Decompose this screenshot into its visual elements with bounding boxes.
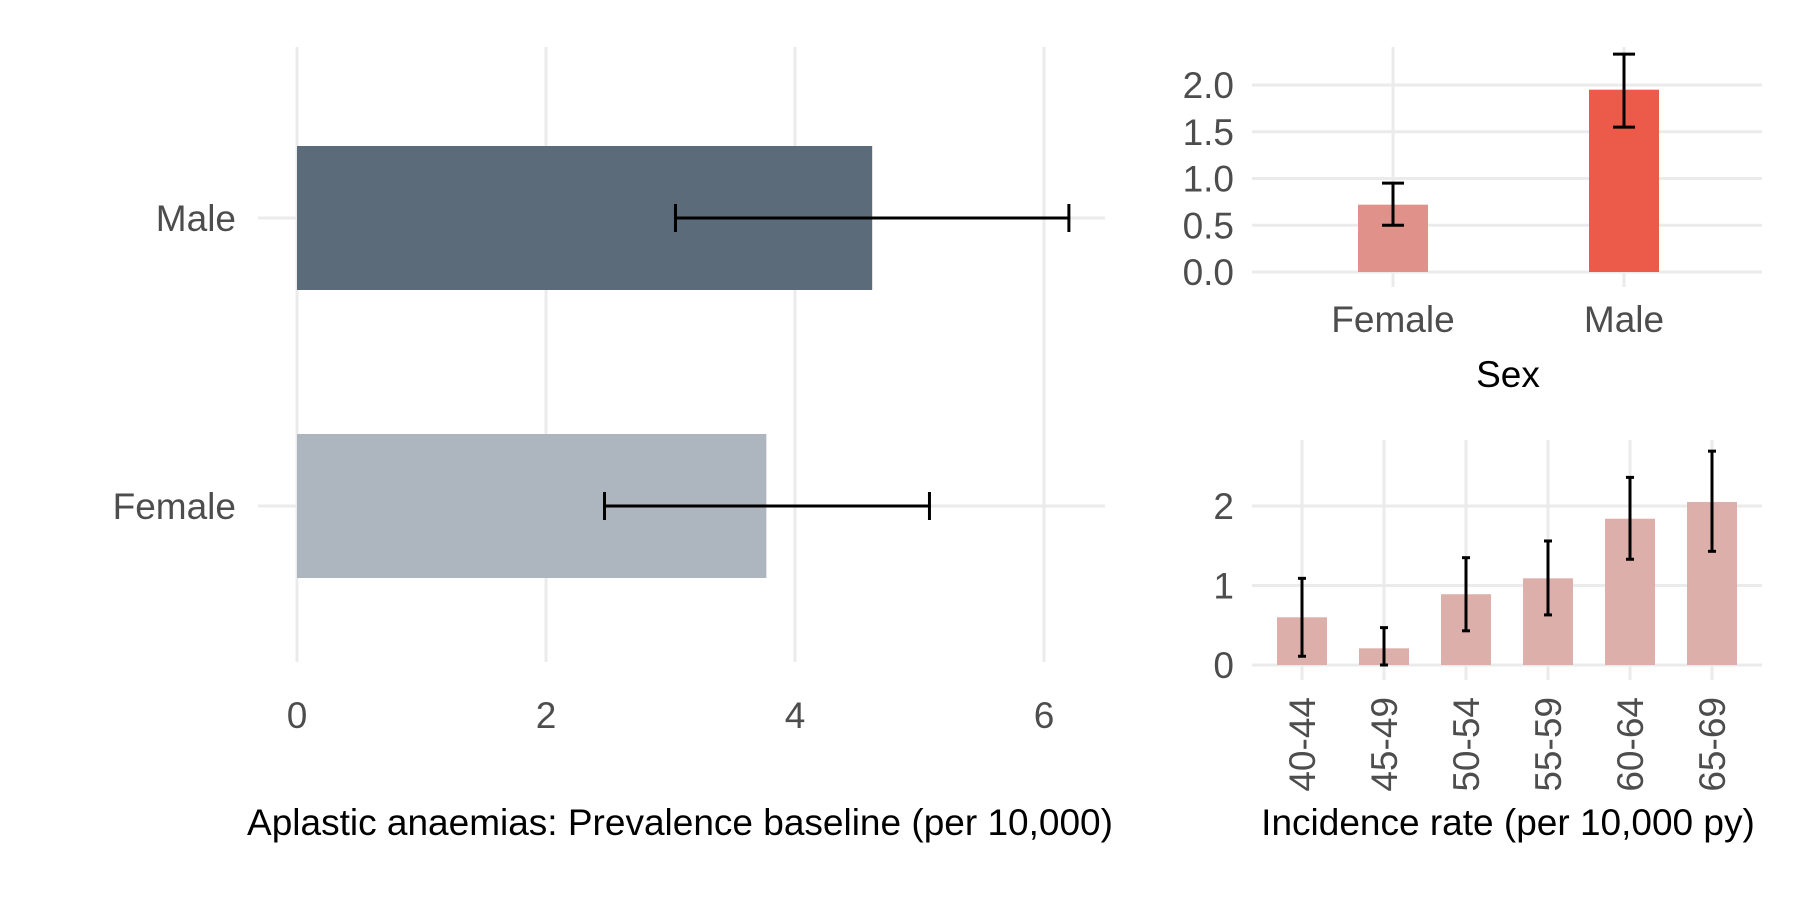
prevalence-category-label-male: Male xyxy=(156,198,236,239)
sex-x-axis-title: Sex xyxy=(1476,354,1540,395)
age-x-tick-label-55-59: 55-59 xyxy=(1528,697,1569,792)
age-x-axis-title: Incidence rate (per 10,000 py) xyxy=(1261,802,1755,843)
sex-x-tick-label-male: Male xyxy=(1584,299,1664,340)
age-y-tick-label: 2 xyxy=(1213,486,1234,527)
prevalence-x-tick-label: 4 xyxy=(785,695,806,736)
incidence-by-sex-panel: 0.0 0.5 1.0 1.5 2.0 Female Male xyxy=(1183,47,1762,340)
age-y-tick-label: 1 xyxy=(1213,566,1234,607)
prevalence-x-tick-label: 0 xyxy=(287,695,308,736)
prevalence-category-label-female: Female xyxy=(113,486,236,527)
age-x-tick-label-40-44: 40-44 xyxy=(1282,697,1323,792)
prevalence-x-tick-label: 2 xyxy=(536,695,557,736)
incidence-by-age-panel: 0 1 2 40-44 45-49 50-54 55-59 60-64 65-69 xyxy=(1213,440,1762,792)
age-x-tick-label-50-54: 50-54 xyxy=(1446,697,1487,792)
sex-y-tick-label: 1.5 xyxy=(1183,112,1234,153)
prevalence-x-axis-title: Aplastic anaemias: Prevalence baseline (… xyxy=(247,802,1113,843)
sex-x-tick-label-female: Female xyxy=(1331,299,1454,340)
prevalence-panel: 0 2 4 6 Male Female xyxy=(113,47,1105,736)
sex-y-tick-label: 2.0 xyxy=(1183,65,1234,106)
sex-y-tick-label: 0.0 xyxy=(1183,252,1234,293)
age-x-tick-label-45-49: 45-49 xyxy=(1364,697,1405,792)
prevalence-x-tick-label: 6 xyxy=(1034,695,1055,736)
sex-y-tick-label: 1.0 xyxy=(1183,159,1234,200)
age-x-tick-label-60-64: 60-64 xyxy=(1610,697,1651,792)
sex-y-tick-label: 0.5 xyxy=(1183,205,1234,246)
age-x-tick-label-65-69: 65-69 xyxy=(1692,697,1733,792)
age-y-tick-label: 0 xyxy=(1213,645,1234,686)
